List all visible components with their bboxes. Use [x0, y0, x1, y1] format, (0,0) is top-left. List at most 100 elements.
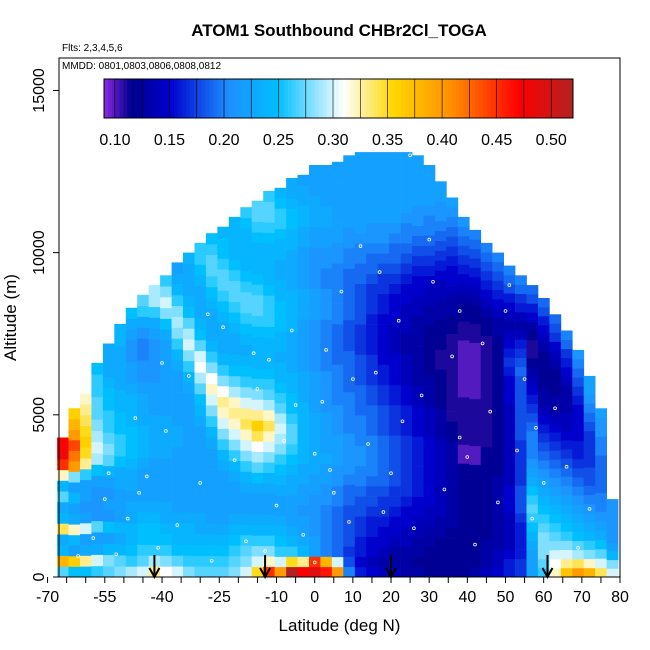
- heatmap-cell: [263, 410, 275, 421]
- heatmap-cell: [331, 182, 344, 193]
- heatmap-cell: [583, 394, 596, 404]
- heatmap-cell: [572, 386, 585, 396]
- colorbar-swatch: [166, 79, 171, 118]
- heatmap-cell: [194, 339, 207, 352]
- heatmap-cell: [102, 454, 115, 467]
- heatmap-cell: [286, 546, 298, 557]
- heatmap-cell: [457, 378, 470, 388]
- heatmap-cell: [549, 332, 562, 342]
- heatmap-cell: [343, 217, 356, 228]
- heatmap-cell: [366, 475, 378, 487]
- colorbar-swatch: [205, 79, 211, 118]
- heatmap-cell: [171, 403, 184, 415]
- heatmap-cell: [297, 566, 310, 578]
- colorbar-swatch: [506, 79, 511, 118]
- heatmap-cell: [503, 302, 516, 312]
- sample-marker: [198, 481, 203, 485]
- heatmap-cell: [469, 361, 482, 371]
- heatmap-cell: [205, 480, 218, 492]
- heatmap-cell: [412, 305, 424, 317]
- heatmap-cell: [503, 467, 516, 477]
- heatmap-cell: [366, 202, 378, 214]
- heatmap-cell: [366, 556, 378, 568]
- heatmap-cell: [137, 414, 149, 426]
- heatmap-cell: [583, 430, 596, 441]
- heatmap-cell: [183, 555, 195, 567]
- heatmap-cell: [240, 566, 253, 578]
- colorbar-swatch: [178, 79, 183, 118]
- heatmap-cell: [480, 345, 493, 355]
- heatmap-cell: [309, 422, 321, 434]
- heatmap-cell: [366, 263, 378, 274]
- heatmap-cell: [114, 423, 127, 435]
- colorbar-swatch: [541, 79, 547, 118]
- heatmap-cell: [423, 305, 436, 317]
- heatmap-cell: [515, 458, 527, 468]
- heatmap-cell: [434, 210, 447, 222]
- sample-marker: [366, 442, 370, 446]
- sample-marker: [358, 244, 363, 248]
- heatmap-cell: [412, 165, 424, 176]
- sample-marker: [251, 351, 256, 356]
- sample-marker: [431, 279, 435, 284]
- heatmap-cell: [114, 478, 127, 490]
- heatmap-cell: [125, 307, 138, 319]
- colorbar-swatch: [150, 79, 156, 118]
- heatmap-cell: [480, 242, 493, 253]
- heatmap-cell: [389, 516, 401, 527]
- heatmap-cell: [446, 353, 459, 364]
- heatmap-cell: [297, 226, 310, 237]
- heatmap-cell: [240, 291, 253, 303]
- sample-marker: [133, 416, 138, 420]
- heatmap-cell: [549, 531, 562, 542]
- heatmap-cell: [217, 237, 230, 249]
- colorbar-swatch: [553, 79, 558, 118]
- heatmap-cell: [114, 346, 127, 358]
- heatmap-cell: [297, 463, 310, 475]
- heatmap-cell: [286, 454, 298, 465]
- heatmap-cell: [480, 335, 493, 346]
- heatmap-cell: [297, 267, 310, 279]
- heatmap-cell: [377, 445, 390, 456]
- colorbar-swatch: [490, 79, 496, 118]
- heatmap-cell: [389, 253, 401, 264]
- heatmap-cell: [263, 253, 275, 265]
- heatmap-cell: [148, 404, 161, 416]
- heatmap-cell: [457, 567, 470, 578]
- heatmap-cell: [457, 491, 470, 502]
- heatmap-cell: [320, 206, 333, 217]
- heatmap-cell: [469, 295, 482, 306]
- heatmap-cell: [286, 484, 298, 496]
- heatmap-cell: [400, 425, 413, 436]
- heatmap-cell: [480, 493, 493, 504]
- colorbar-swatch: [291, 79, 297, 118]
- heatmap-cell: [297, 494, 310, 506]
- heatmap-cell: [137, 468, 149, 480]
- heatmap-cell: [320, 504, 333, 516]
- heatmap-cell: [194, 361, 207, 373]
- heatmap-cell: [354, 425, 367, 436]
- sample-marker: [103, 497, 107, 501]
- heatmap-cell: [366, 405, 378, 416]
- heatmap-cell: [515, 357, 527, 368]
- heatmap-cell: [263, 264, 275, 275]
- heatmap-cell: [343, 494, 356, 506]
- heatmap-cell: [137, 370, 149, 383]
- heatmap-cell: [68, 482, 81, 493]
- heatmap-cell: [205, 362, 218, 374]
- heatmap-cell: [595, 567, 607, 578]
- heatmap-cell: [377, 455, 390, 467]
- heatmap-cell: [366, 283, 378, 295]
- heatmap-cell: [91, 441, 104, 454]
- heatmap-cell: [274, 290, 287, 301]
- y-tick-label: 10000: [31, 230, 48, 275]
- heatmap-cell: [137, 522, 149, 534]
- heatmap-cell: [503, 311, 516, 321]
- heatmap-cell: [583, 485, 596, 496]
- heatmap-cell: [183, 328, 195, 340]
- heatmap-cell: [286, 382, 298, 394]
- heatmap-cell: [263, 504, 275, 515]
- heatmap-cell: [572, 349, 585, 360]
- heatmap-cell: [217, 449, 230, 461]
- heatmap-cell: [400, 293, 413, 305]
